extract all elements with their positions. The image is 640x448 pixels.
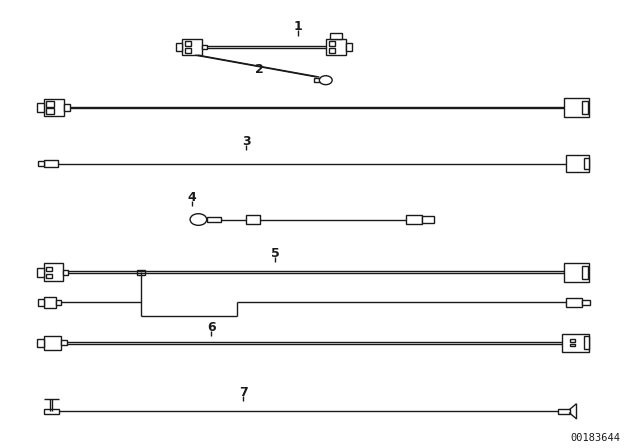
- Bar: [584, 158, 589, 169]
- Bar: [326, 39, 346, 55]
- Bar: [582, 101, 588, 114]
- Bar: [137, 270, 145, 275]
- Bar: [329, 41, 335, 46]
- Bar: [38, 161, 44, 166]
- Bar: [46, 274, 52, 278]
- Text: 3: 3: [242, 134, 251, 148]
- Bar: [44, 160, 58, 167]
- Bar: [562, 334, 589, 352]
- Bar: [207, 217, 221, 222]
- Bar: [406, 215, 422, 224]
- Bar: [44, 99, 64, 116]
- Bar: [422, 216, 434, 223]
- Bar: [61, 340, 67, 345]
- Bar: [570, 344, 575, 346]
- Text: 1: 1: [293, 20, 302, 34]
- Bar: [56, 300, 61, 305]
- Circle shape: [190, 214, 207, 225]
- Bar: [584, 336, 589, 349]
- Bar: [582, 300, 590, 305]
- Bar: [46, 108, 54, 114]
- Bar: [182, 39, 202, 55]
- Text: 4: 4: [188, 190, 196, 204]
- Bar: [37, 339, 44, 347]
- Bar: [329, 48, 335, 53]
- Bar: [37, 103, 44, 112]
- Bar: [44, 297, 56, 308]
- Bar: [37, 268, 44, 277]
- Bar: [330, 33, 342, 39]
- Bar: [202, 45, 207, 49]
- Bar: [246, 215, 260, 224]
- Bar: [64, 104, 70, 111]
- Bar: [582, 266, 588, 279]
- Bar: [44, 263, 63, 281]
- Bar: [63, 270, 68, 275]
- Bar: [564, 98, 589, 117]
- Text: 2: 2: [255, 63, 264, 76]
- Text: 7: 7: [239, 385, 248, 399]
- Bar: [44, 409, 59, 414]
- Bar: [564, 263, 589, 282]
- Text: 5: 5: [271, 246, 280, 260]
- Bar: [38, 299, 44, 306]
- Circle shape: [319, 76, 332, 85]
- Bar: [44, 336, 61, 350]
- Text: 6: 6: [207, 320, 216, 334]
- Bar: [570, 339, 575, 342]
- Bar: [314, 78, 323, 82]
- Bar: [46, 101, 54, 107]
- Bar: [176, 43, 182, 51]
- Bar: [566, 155, 589, 172]
- Bar: [558, 409, 570, 414]
- Bar: [566, 298, 582, 307]
- Bar: [346, 43, 352, 51]
- Bar: [185, 48, 191, 53]
- Text: 00183644: 00183644: [571, 433, 621, 443]
- Bar: [46, 267, 52, 271]
- Bar: [185, 41, 191, 46]
